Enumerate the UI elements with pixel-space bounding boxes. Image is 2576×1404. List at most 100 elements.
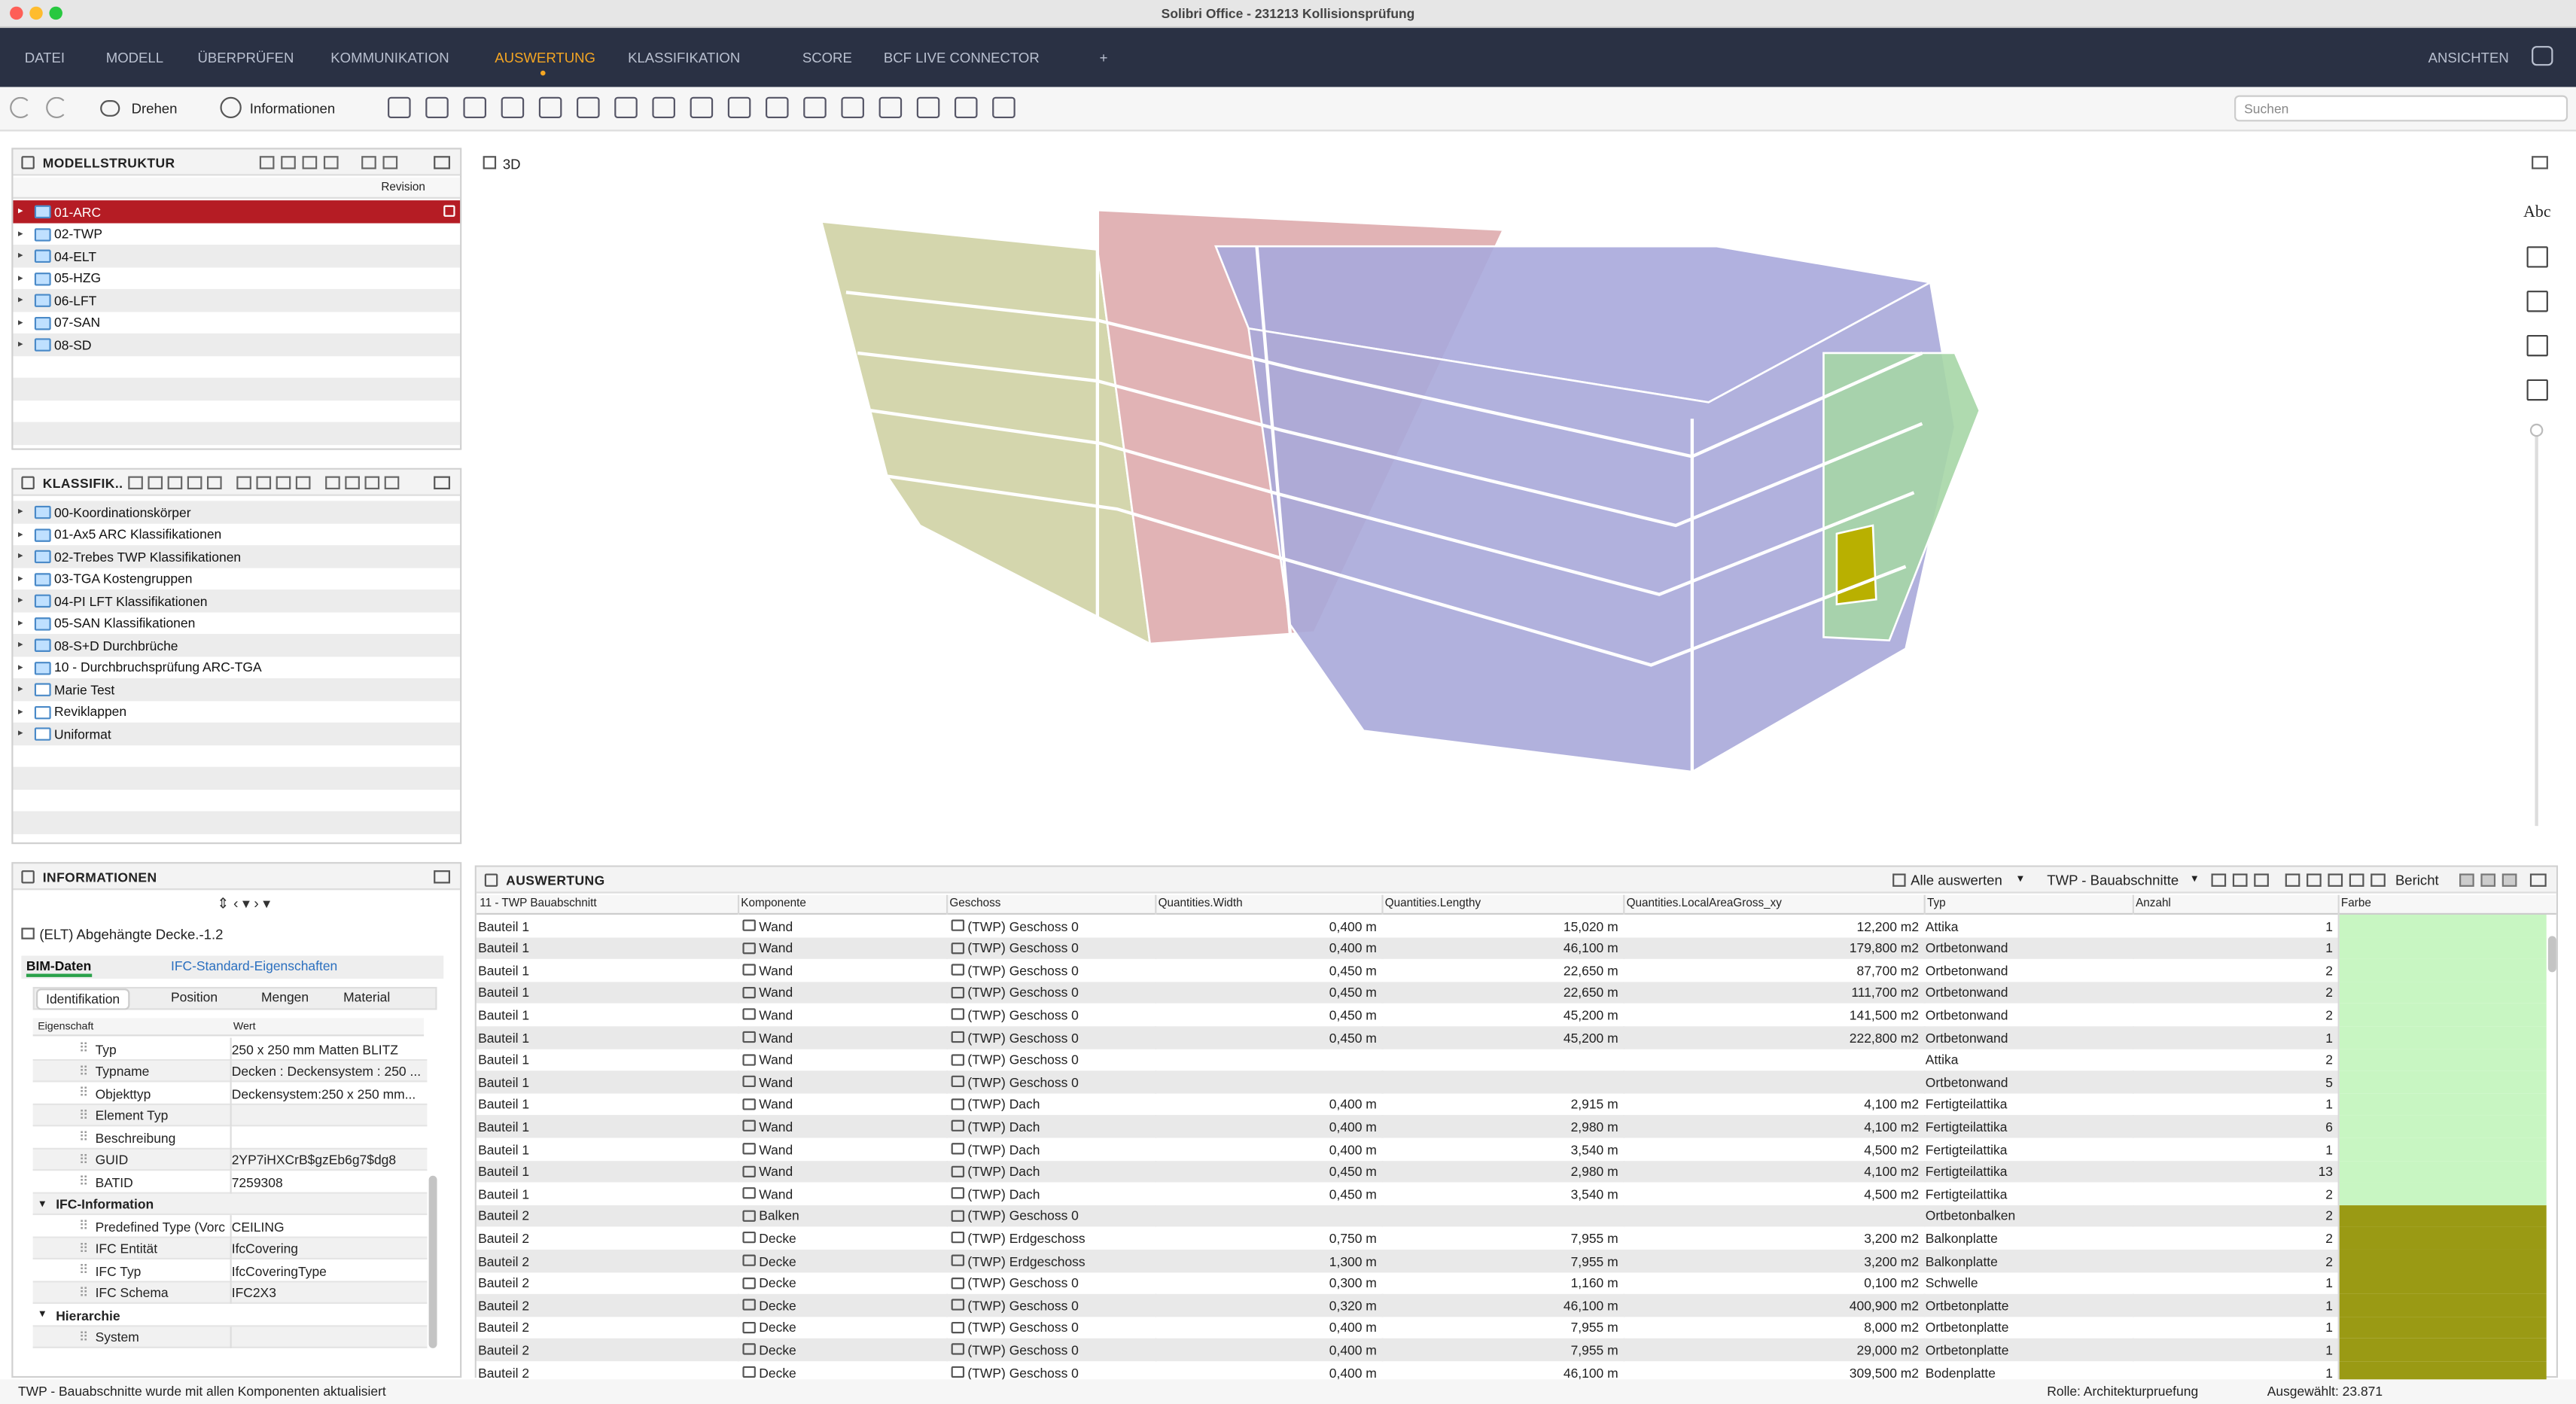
tree-row[interactable]: ▸ 08-SD (13, 333, 461, 356)
report-tool[interactable] (2232, 873, 2248, 887)
info-button[interactable]: Informationen (249, 100, 336, 117)
tool-icon[interactable] (276, 476, 291, 490)
menu-item[interactable]: DATEI (24, 49, 65, 66)
slider-knob[interactable] (2529, 423, 2544, 437)
tree-row[interactable]: ▸ 02-Trebes TWP Klassifikationen (13, 545, 461, 568)
menu-item[interactable]: KLASSIFIKATION (628, 49, 741, 66)
info-icon[interactable] (220, 96, 242, 119)
panel-menu[interactable] (2532, 156, 2548, 169)
property-group[interactable]: Hierarchie (56, 1308, 120, 1323)
table-row[interactable]: Bauteil 2 Balken (TWP) Geschoss 0 Ortbetonb… (476, 1205, 2338, 1228)
ruleset-select[interactable]: TWP - Bauabschnitte (2047, 872, 2179, 889)
nav-controls[interactable]: ⇕ ‹ ▾ › ▾ (217, 894, 271, 912)
tree-row[interactable]: ▸ 08-S+D Durchbrüche (13, 633, 461, 656)
tool-icon[interactable] (388, 96, 411, 119)
tool-icon[interactable] (425, 96, 449, 119)
evaluate-all-button[interactable]: Alle auswerten (1911, 872, 2002, 889)
zoom-dot[interactable] (49, 6, 62, 20)
minimize-dot[interactable] (29, 6, 43, 20)
tree-row[interactable]: ▸ 06-LFT (13, 288, 461, 312)
subtab[interactable]: Material (343, 990, 391, 1005)
tool-icon[interactable] (690, 96, 714, 119)
tool-icon[interactable] (765, 96, 789, 119)
tool-icon[interactable] (803, 96, 827, 119)
tree-row[interactable]: ▸ Reviklappen (13, 700, 461, 723)
tool-icon[interactable] (256, 476, 272, 490)
tool-icon[interactable] (538, 96, 562, 119)
column-header[interactable]: Typ (1926, 898, 1946, 910)
tool-icon[interactable] (577, 96, 600, 119)
tool-icon[interactable] (364, 476, 380, 490)
tree-row[interactable]: ▸ 07-SAN (13, 311, 461, 333)
tool-icon[interactable] (878, 96, 903, 119)
tool-icon[interactable] (652, 96, 675, 119)
tool-icon[interactable] (501, 96, 525, 119)
export-icon[interactable] (2459, 873, 2474, 887)
tool-icon[interactable] (345, 476, 360, 490)
tool-icon[interactable] (841, 96, 864, 119)
rotate-button[interactable]: Drehen (131, 100, 178, 117)
table-row[interactable]: Bauteil 1 Wand (TWP) Geschoss 0 0,400 m 15,0… (476, 914, 2338, 937)
undo-redo[interactable] (10, 96, 32, 119)
zoom-slider[interactable] (2535, 431, 2538, 827)
export-icon[interactable] (2480, 873, 2496, 887)
subtab[interactable]: Identifikation (36, 988, 130, 1010)
menu-item[interactable]: BCF LIVE CONNECTOR (883, 49, 1040, 66)
table-row[interactable]: Bauteil 1 Wand (TWP) Geschoss 0 Ortbetonwan… (476, 1071, 2338, 1094)
tool-icon[interactable] (167, 476, 183, 490)
table-row[interactable]: Bauteil 1 Wand (TWP) Dach 0,400 m 2,980 m 4,1… (476, 1115, 2338, 1138)
table-row[interactable]: Bauteil 1 Wand (TWP) Geschoss 0 0,400 m 46,1… (476, 937, 2338, 960)
tool-icon[interactable] (916, 96, 940, 119)
column-header[interactable]: Quantities.LocalAreaGross_xy (1626, 898, 1782, 910)
panel-menu[interactable] (434, 476, 450, 490)
tool-icon[interactable] (463, 96, 486, 119)
panel-menu[interactable] (434, 870, 450, 884)
tree-row[interactable]: ▸ Uniformat (13, 722, 461, 745)
tree-row[interactable]: ▸ 04-ELT (13, 245, 461, 267)
view-icon[interactable] (382, 156, 398, 169)
table-row[interactable]: Bauteil 1 Wand (TWP) Dach 0,450 m 3,540 m 4,5… (476, 1182, 2338, 1205)
tree-row[interactable]: ▸ 01-Ax5 ARC Klassifikationen (13, 522, 461, 546)
tree-row[interactable]: ▸ 02-TWP (13, 222, 461, 245)
close-dot[interactable] (10, 6, 23, 20)
view-icon[interactable] (323, 156, 339, 169)
rotate-icon[interactable] (100, 100, 120, 117)
view-icon[interactable] (361, 156, 376, 169)
side-tool[interactable] (2526, 246, 2548, 268)
table-row[interactable]: Bauteil 1 Wand (TWP) Geschoss 0 0,450 m 45,2… (476, 1004, 2338, 1027)
column-header[interactable]: Geschoss (949, 898, 1001, 910)
report-tool[interactable] (2254, 873, 2269, 887)
tree-row[interactable]: ▸ 10 - Durchbruchsprüfung ARC-TGA (13, 656, 461, 678)
property-group[interactable]: IFC-Information (56, 1197, 154, 1212)
tool-icon[interactable] (954, 96, 978, 119)
table-row[interactable]: Bauteil 1 Wand (TWP) Geschoss 0 0,450 m 22,6… (476, 981, 2338, 1004)
table-row[interactable]: Bauteil 2 Decke (TWP) Geschoss 0 0,400 m 7,9… (476, 1316, 2338, 1339)
home-icon[interactable] (1892, 873, 1906, 887)
column-header[interactable]: Farbe (2340, 898, 2371, 910)
view-icon[interactable] (259, 156, 275, 169)
side-tool[interactable] (2526, 334, 2548, 357)
report-tool[interactable] (2349, 873, 2364, 887)
report-tool[interactable] (2211, 873, 2227, 887)
table-row[interactable]: Bauteil 1 Wand (TWP) Dach 0,400 m 2,915 m 4,1… (476, 1093, 2338, 1116)
subtab[interactable]: Mengen (261, 990, 309, 1005)
table-row[interactable]: Bauteil 2 Decke (TWP) Erdgeschoss 0,750 m 7,… (476, 1227, 2338, 1250)
column-header[interactable]: Quantities.Width (1158, 898, 1243, 910)
menu-item[interactable]: + (1099, 49, 1108, 66)
undo-redo[interactable] (46, 96, 68, 119)
column-header[interactable]: Anzahl (2136, 898, 2171, 910)
side-tool[interactable] (2526, 379, 2548, 401)
tab[interactable]: BIM-Daten (26, 959, 92, 977)
tool-icon[interactable] (992, 96, 1015, 119)
tree-row[interactable]: ▸ Marie Test (13, 678, 461, 701)
view-icon[interactable] (302, 156, 318, 169)
table-row[interactable]: Bauteil 2 Decke (TWP) Geschoss 0 0,400 m 7,9… (476, 1339, 2338, 1362)
tab[interactable]: IFC-Standard-Eigenschaften (170, 958, 338, 974)
table-row[interactable]: Bauteil 1 Wand (TWP) Geschoss 0 0,450 m 45,2… (476, 1026, 2338, 1049)
tree-row[interactable]: ▸ 01-ARC (13, 200, 461, 223)
tree-row[interactable]: ▸ 03-TGA Kostengruppen (13, 567, 461, 590)
menu-item[interactable]: ÜBERPRÜFEN (197, 49, 294, 66)
table-row[interactable]: Bauteil 2 Decke (TWP) Geschoss 0 0,320 m 46,… (476, 1294, 2338, 1317)
menu-right[interactable]: ANSICHTEN (2428, 49, 2509, 66)
menu-item[interactable]: KOMMUNIKATION (330, 49, 449, 66)
